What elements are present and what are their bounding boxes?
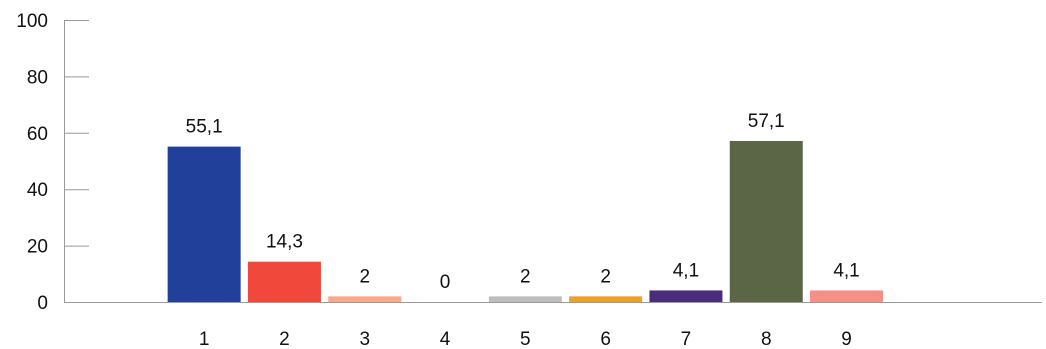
bar-9 [810,290,884,302]
x-tick-label-5: 5 [520,329,531,349]
data-label-3: 2 [359,266,370,287]
bar-7 [649,290,723,302]
bar-6 [569,296,643,302]
x-tick-label-7: 7 [681,329,692,349]
y-tick-label: 80 [27,67,48,88]
data-label-1: 55,1 [186,117,223,138]
x-tick-label-8: 8 [761,329,772,349]
bar-3 [328,296,402,302]
x-tick-label-6: 6 [600,329,611,349]
y-tick-label: 60 [27,124,48,145]
x-tick-label-4: 4 [440,329,451,349]
data-label-2: 14,3 [266,232,303,253]
x-tick-label-2: 2 [279,329,290,349]
y-axis: 0 20 40 60 80 100 [16,11,89,314]
bars [167,140,884,302]
x-tick-label-1: 1 [199,329,210,349]
x-axis: 1 2 3 4 5 6 7 8 9 [199,329,852,349]
y-tick-label: 40 [27,180,48,201]
bar-8 [729,140,803,302]
y-tick-label: 100 [16,11,48,32]
data-label-9: 4,1 [833,260,859,281]
x-tick-label-3: 3 [359,329,370,349]
bar-5 [488,296,562,302]
data-label-5: 2 [520,266,531,287]
data-label-6: 2 [600,266,611,287]
bar-2 [247,261,321,302]
bar-1 [167,146,241,302]
data-label-7: 4,1 [673,260,699,281]
y-tick-label: 0 [37,293,48,314]
y-tick-label: 20 [27,237,48,258]
data-label-8: 57,1 [748,111,785,132]
x-tick-label-9: 9 [841,329,852,349]
data-labels: 55,1 14,3 2 0 2 2 4,1 57,1 4,1 [186,111,860,293]
data-label-4: 0 [440,272,451,293]
